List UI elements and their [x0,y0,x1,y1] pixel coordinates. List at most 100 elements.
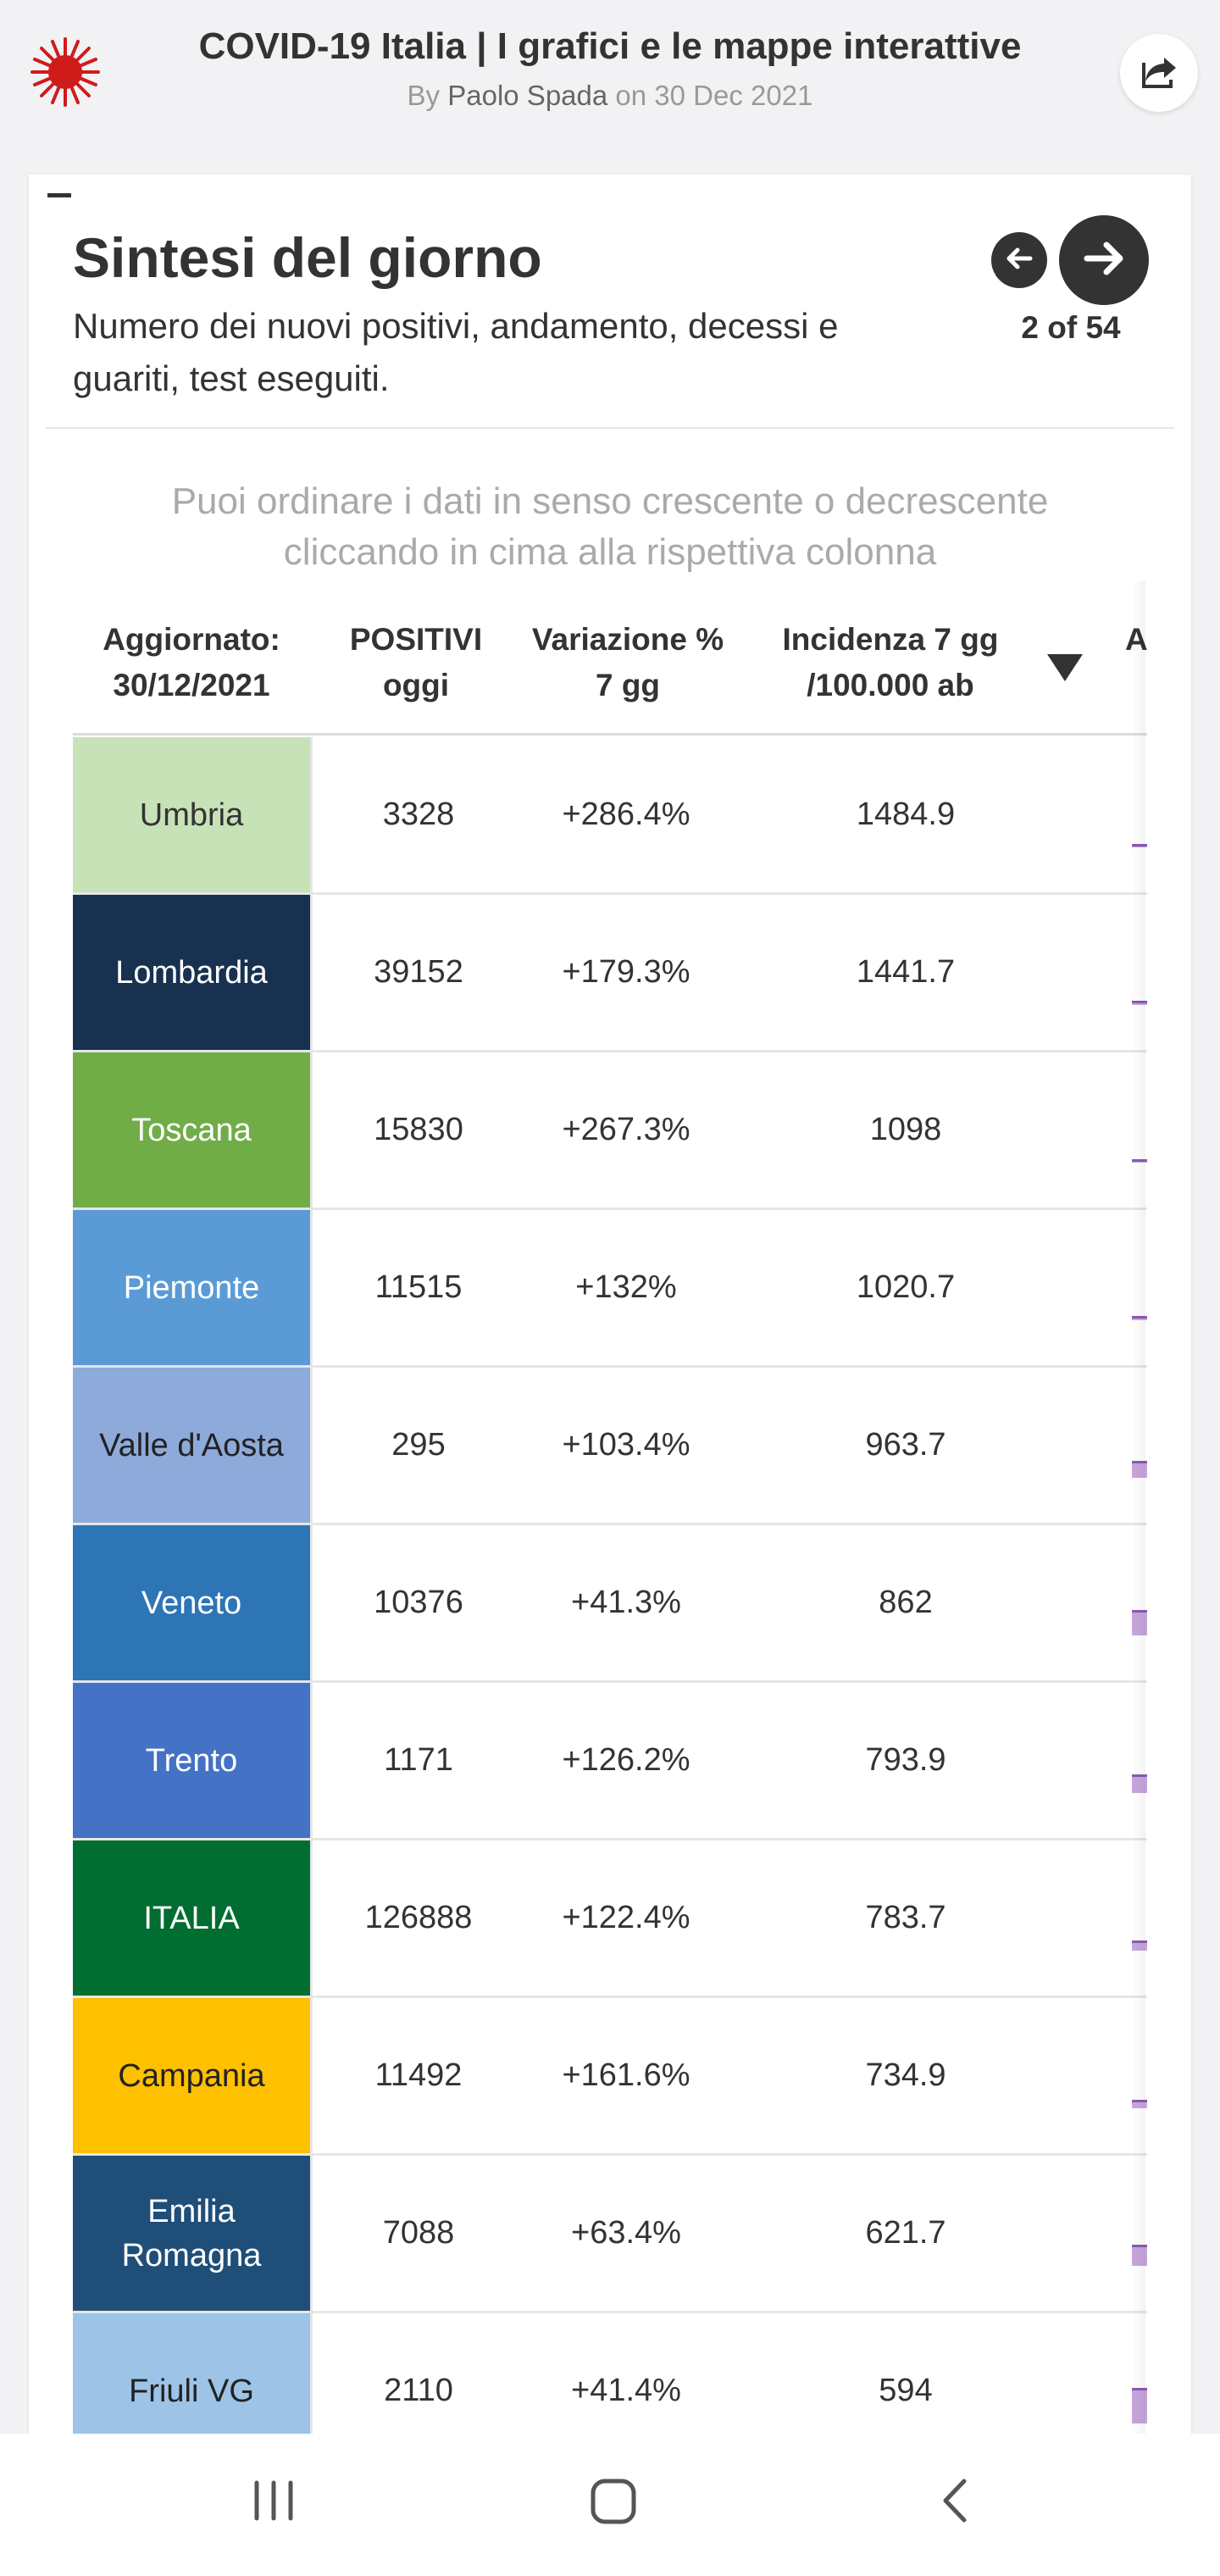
table-row[interactable]: ITALIA 126888 +122.4% 783.7 [73,1840,1147,1998]
byline-by: By [407,80,441,111]
incidence-cell: 783.7 [865,1900,946,1935]
data-table[interactable]: Aggiornato: 30/12/2021 POSITIVI oggi Var… [73,581,1147,2437]
recent-apps-icon[interactable] [249,2476,298,2529]
trend-sparkline [1132,1940,1147,1951]
variation-cell: +132% [575,1269,677,1305]
incidence-cell: 1441.7 [856,954,956,990]
cell-divider [310,895,313,1050]
trend-sparkline [1132,1001,1147,1005]
positives-cell: 1171 [384,1742,453,1778]
region-cell: Veneto [73,1525,310,1680]
system-navigation-bar [0,2434,1220,2576]
author-name[interactable]: Paolo Spada [447,80,608,111]
table-row[interactable]: Piemonte 11515 +132% 1020.7 [73,1210,1147,1368]
table-header: Aggiornato: 30/12/2021 POSITIVI oggi Var… [73,581,1147,736]
previous-slide-button[interactable] [991,232,1047,288]
variation-cell: +41.3% [571,1585,681,1620]
variation-cell: +103.4% [562,1427,690,1463]
home-icon[interactable] [588,2476,639,2531]
table-row[interactable]: Lombardia 39152 +179.3% 1441.7 [73,895,1147,1052]
table-row[interactable]: Emilia Romagna 7088 +63.4% 621.7 [73,2156,1147,2313]
slide-card: Sintesi del giorno Numero dei nuovi posi… [29,175,1191,2437]
positives-cell: 2110 [384,2373,453,2408]
variation-cell: +286.4% [562,797,690,832]
header-positives[interactable]: POSITIVI oggi [349,622,483,702]
cell-divider [310,1210,313,1365]
table-row[interactable]: Toscana 15830 +267.3% 1098 [73,1052,1147,1210]
header-incidence[interactable]: Incidenza 7 gg /100.000 ab [782,622,999,702]
collapse-handle[interactable] [47,193,71,197]
cell-divider [310,737,313,892]
trend-sparkline [1132,2245,1147,2266]
header-trend[interactable]: And [1125,617,1147,663]
story-header: COVID-19 Italia | I grafici e le mappe i… [0,0,1220,169]
publish-date: 30 Dec 2021 [654,80,813,111]
horizontal-scroll-edge [1132,581,1145,2437]
incidence-cell: 793.9 [865,1742,946,1778]
arrow-right-icon [1082,236,1126,285]
variation-cell: +267.3% [562,1112,690,1147]
trend-sparkline [1132,2100,1147,2108]
table-row[interactable]: Friuli VG 2110 +41.4% 594 [73,2313,1147,2437]
positives-cell: 39152 [374,954,463,990]
region-cell: Lombardia [73,895,310,1050]
trend-sparkline [1132,1159,1147,1163]
cell-divider [310,1683,313,1838]
positives-cell: 15830 [374,1112,463,1147]
incidence-cell: 963.7 [865,1427,946,1463]
positives-cell: 11515 [374,1269,463,1305]
next-slide-button[interactable] [1059,215,1149,305]
byline: By Paolo Spada on 30 Dec 2021 [136,80,1084,112]
cell-divider [310,2313,313,2437]
table-row[interactable]: Umbria 3328 +286.4% 1484.9 [73,737,1147,895]
region-cell: ITALIA [73,1840,310,1996]
back-icon[interactable] [932,2476,981,2529]
positives-cell: 11492 [374,2057,463,2093]
story-title: COVID-19 Italia | I grafici e le mappe i… [198,25,1022,67]
trend-sparkline [1132,2388,1147,2423]
sort-instructions: Puoi ordinare i dati in senso crescente … [171,480,1049,573]
slide-title: Sintesi del giorno [73,226,542,289]
cell-divider [310,1525,313,1680]
header-variation[interactable]: Variazione % 7 gg [531,622,724,702]
arrow-left-icon [1005,244,1034,277]
incidence-cell: 1098 [869,1112,942,1147]
variation-cell: +161.6% [562,2057,690,2093]
divider [46,427,1174,429]
trend-sparkline [1132,1610,1147,1635]
trend-sparkline [1132,1774,1147,1793]
table-row[interactable]: Trento 1171 +126.2% 793.9 [73,1683,1147,1840]
header-updated[interactable]: Aggiornato: 30/12/2021 [103,622,280,702]
table-row[interactable]: Veneto 10376 +41.3% 862 [73,1525,1147,1683]
incidence-cell: 621.7 [865,2215,946,2251]
variation-cell: +41.4% [571,2373,681,2408]
virus-logo-icon[interactable] [29,36,102,108]
cell-divider [310,1998,313,2153]
cell-divider [310,2156,313,2311]
positives-cell: 10376 [374,1585,463,1620]
positives-cell: 295 [391,1427,446,1463]
table-body: Umbria 3328 +286.4% 1484.9 Lombardia 39152 +17… [73,737,1147,2437]
region-cell: Campania [73,1998,310,2153]
cell-divider [310,1052,313,1208]
cell-divider [310,1368,313,1523]
region-cell: Umbria [73,737,310,892]
table-row[interactable]: Campania 11492 +161.6% 734.9 [73,1998,1147,2156]
slide-counter: 2 of 54 [1021,310,1121,345]
incidence-cell: 594 [879,2373,933,2408]
share-icon [1139,51,1179,96]
table-row[interactable]: Valle d'Aosta 295 +103.4% 963.7 [73,1368,1147,1525]
positives-cell: 126888 [364,1900,473,1935]
positives-cell: 3328 [382,797,455,832]
trend-sparkline [1132,1461,1147,1478]
incidence-cell: 862 [879,1585,933,1620]
variation-cell: +122.4% [562,1900,690,1935]
region-cell: Toscana [73,1052,310,1208]
variation-cell: +126.2% [562,1742,690,1778]
byline-on: on [615,80,647,111]
slide-subtitle: Numero dei nuovi positivi, andamento, de… [73,306,839,398]
incidence-cell: 1484.9 [856,797,956,832]
sort-descending-icon[interactable] [1047,654,1083,681]
region-cell: Emilia Romagna [73,2156,310,2311]
share-button[interactable] [1120,34,1198,112]
